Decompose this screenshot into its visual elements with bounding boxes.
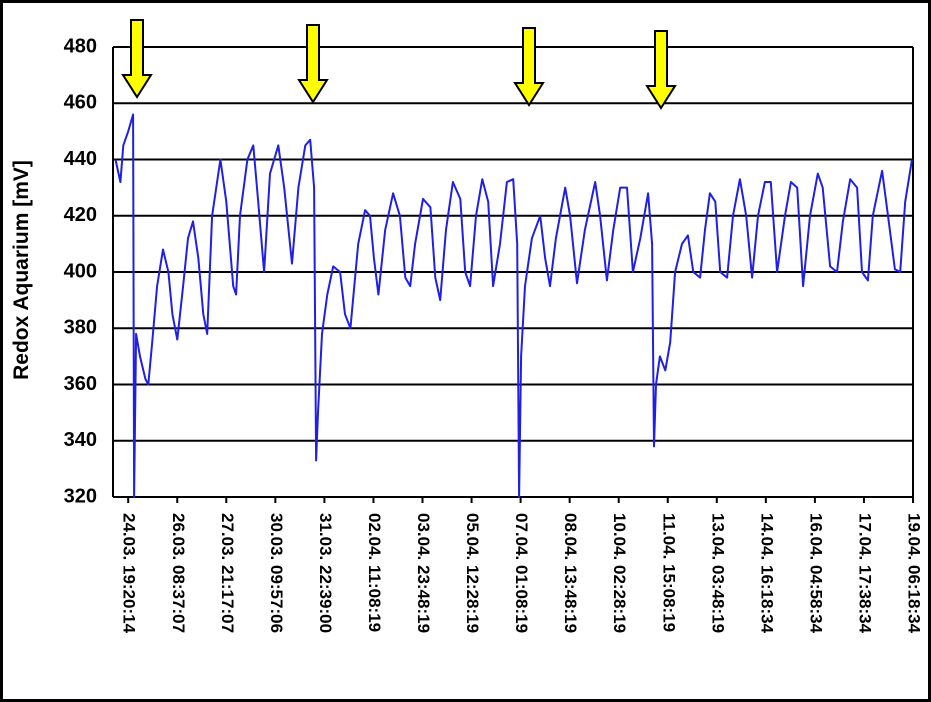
y-tick-label: 400 xyxy=(64,260,97,282)
x-tick-label: 16.04. 04:58:34 xyxy=(806,513,825,634)
y-tick-label: 320 xyxy=(64,485,97,507)
series-line xyxy=(114,113,913,498)
arrow xyxy=(121,19,153,99)
plot-area: 320 340 360 380 400 420 440 460 480 24.03. 19:20:… xyxy=(64,35,924,633)
x-tick-label: 05.04. 12:28:19 xyxy=(463,513,482,633)
y-tick-label: 420 xyxy=(64,204,97,226)
x-tick-label: 19.04. 06:18:34 xyxy=(905,513,924,634)
x-tick-label: 31.03. 22:39:00 xyxy=(316,513,335,633)
x-tick-label: 13.04. 03:48:19 xyxy=(708,513,727,633)
x-tick-label: 03.04. 23:48:19 xyxy=(414,513,433,633)
x-tick-label: 02.04. 11:08:19 xyxy=(365,513,384,632)
x-tick-label: 08.04. 13:48:19 xyxy=(561,513,580,633)
y-tick-label: 480 xyxy=(64,35,97,57)
y-tick-label: 360 xyxy=(64,373,97,395)
arrow xyxy=(513,27,545,107)
x-tick-label: 10.04. 02:28:19 xyxy=(610,513,629,633)
x-tick-label: 24.03. 19:20:14 xyxy=(120,513,139,634)
y-tick-label: 460 xyxy=(64,92,97,114)
y-tick-label: 440 xyxy=(64,148,97,170)
y-tick-label: 340 xyxy=(64,429,97,451)
x-tick-label: 11.04. 15:08:19 xyxy=(659,513,678,632)
x-tick-label: 30.03. 09:57:06 xyxy=(267,513,286,633)
x-tick-label: 14.04. 16:18:34 xyxy=(757,513,776,634)
arrow xyxy=(297,24,329,104)
arrow xyxy=(645,30,677,110)
x-tick-label: 26.03. 08:37:07 xyxy=(169,513,188,633)
arrows xyxy=(121,19,677,110)
x-tick-label: 07.04. 01:08:19 xyxy=(512,513,531,633)
y-tick-label: 380 xyxy=(64,317,97,339)
x-tick-label: 17.04. 17:38:34 xyxy=(855,513,874,634)
x-tick-label: 27.03. 21:17:07 xyxy=(218,513,237,633)
y-axis-label: Redox Aquarium [mV] xyxy=(10,160,33,380)
